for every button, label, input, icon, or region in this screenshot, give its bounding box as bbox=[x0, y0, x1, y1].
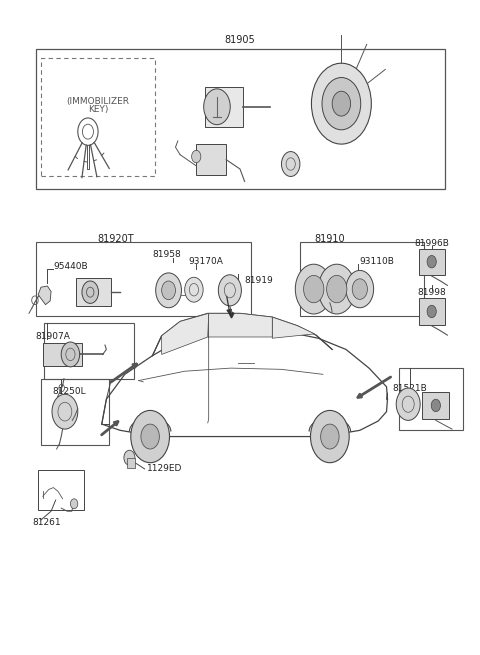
Bar bbox=[41, 58, 155, 176]
Text: (IMMOBILIZER: (IMMOBILIZER bbox=[67, 98, 130, 106]
Text: KEY): KEY) bbox=[88, 105, 108, 114]
Text: 81261: 81261 bbox=[33, 518, 61, 527]
Bar bbox=[43, 343, 82, 365]
Circle shape bbox=[185, 277, 203, 302]
Bar bbox=[300, 242, 424, 316]
Text: 81250L: 81250L bbox=[52, 386, 86, 396]
Bar bbox=[204, 87, 243, 126]
Circle shape bbox=[295, 264, 332, 314]
Circle shape bbox=[322, 77, 361, 130]
Circle shape bbox=[352, 279, 367, 299]
Circle shape bbox=[156, 273, 181, 308]
Circle shape bbox=[131, 411, 169, 462]
Circle shape bbox=[321, 424, 339, 449]
Text: 81996B: 81996B bbox=[414, 238, 449, 248]
Bar bbox=[127, 458, 135, 468]
Circle shape bbox=[311, 411, 349, 462]
Text: 95440B: 95440B bbox=[53, 261, 88, 271]
Bar bbox=[38, 470, 84, 510]
Circle shape bbox=[218, 275, 241, 306]
Circle shape bbox=[52, 394, 78, 429]
Circle shape bbox=[82, 281, 98, 303]
Circle shape bbox=[141, 424, 159, 449]
Bar bbox=[36, 49, 444, 189]
Circle shape bbox=[61, 342, 80, 367]
Circle shape bbox=[346, 271, 373, 308]
Text: 93110B: 93110B bbox=[360, 257, 395, 265]
Bar bbox=[419, 299, 444, 324]
Circle shape bbox=[431, 399, 441, 411]
Polygon shape bbox=[272, 317, 315, 338]
Circle shape bbox=[326, 275, 347, 303]
Text: 81910: 81910 bbox=[314, 234, 345, 244]
Circle shape bbox=[71, 499, 78, 509]
Bar bbox=[399, 368, 463, 430]
Text: 1129ED: 1129ED bbox=[147, 464, 182, 474]
Bar bbox=[36, 242, 251, 316]
Text: 81920T: 81920T bbox=[97, 234, 134, 244]
Circle shape bbox=[124, 450, 135, 465]
Polygon shape bbox=[162, 313, 209, 354]
Circle shape bbox=[281, 151, 300, 176]
Circle shape bbox=[318, 264, 355, 314]
Bar bbox=[419, 249, 444, 275]
Polygon shape bbox=[38, 286, 51, 305]
Circle shape bbox=[162, 281, 176, 300]
Circle shape bbox=[192, 150, 201, 162]
Text: 81998: 81998 bbox=[417, 288, 446, 297]
Circle shape bbox=[396, 388, 420, 421]
Text: 81919: 81919 bbox=[245, 276, 273, 286]
Circle shape bbox=[204, 89, 230, 124]
Bar bbox=[76, 278, 111, 306]
Text: 81905: 81905 bbox=[225, 35, 255, 45]
Circle shape bbox=[427, 255, 436, 268]
Circle shape bbox=[332, 91, 350, 116]
Text: 81907A: 81907A bbox=[35, 333, 70, 341]
Circle shape bbox=[312, 64, 372, 144]
Bar bbox=[422, 392, 449, 419]
Text: 93170A: 93170A bbox=[188, 257, 223, 265]
Text: 81958: 81958 bbox=[152, 250, 180, 259]
Text: 81521B: 81521B bbox=[392, 384, 427, 392]
Bar bbox=[196, 144, 226, 175]
Polygon shape bbox=[209, 313, 272, 337]
Bar bbox=[41, 379, 109, 445]
Circle shape bbox=[303, 275, 324, 303]
Bar bbox=[44, 323, 134, 379]
Circle shape bbox=[427, 305, 436, 318]
